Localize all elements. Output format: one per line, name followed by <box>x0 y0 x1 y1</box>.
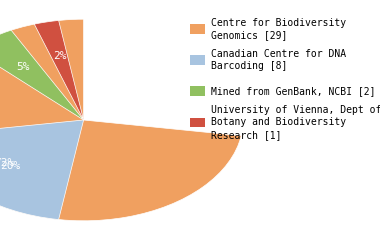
Text: 20%: 20% <box>0 161 21 171</box>
Wedge shape <box>0 19 241 221</box>
Text: 5%: 5% <box>16 62 29 72</box>
Text: 72%: 72% <box>0 157 15 168</box>
Text: Canadian Centre for DNA
Barcoding [8]: Canadian Centre for DNA Barcoding [8] <box>211 49 346 71</box>
Bar <box>190 55 205 65</box>
Text: University of Vienna, Dept of
Botany and Biodiversity
Research [1]: University of Vienna, Dept of Botany and… <box>211 105 380 140</box>
Wedge shape <box>0 30 84 120</box>
Text: 2%: 2% <box>53 51 66 61</box>
Bar <box>190 118 205 127</box>
Text: Centre for Biodiversity
Genomics [29]: Centre for Biodiversity Genomics [29] <box>211 18 346 40</box>
Text: Mined from GenBank, NCBI [2]: Mined from GenBank, NCBI [2] <box>211 86 375 96</box>
Bar <box>190 24 205 34</box>
Wedge shape <box>34 20 84 120</box>
Bar <box>190 86 205 96</box>
Wedge shape <box>0 120 84 220</box>
